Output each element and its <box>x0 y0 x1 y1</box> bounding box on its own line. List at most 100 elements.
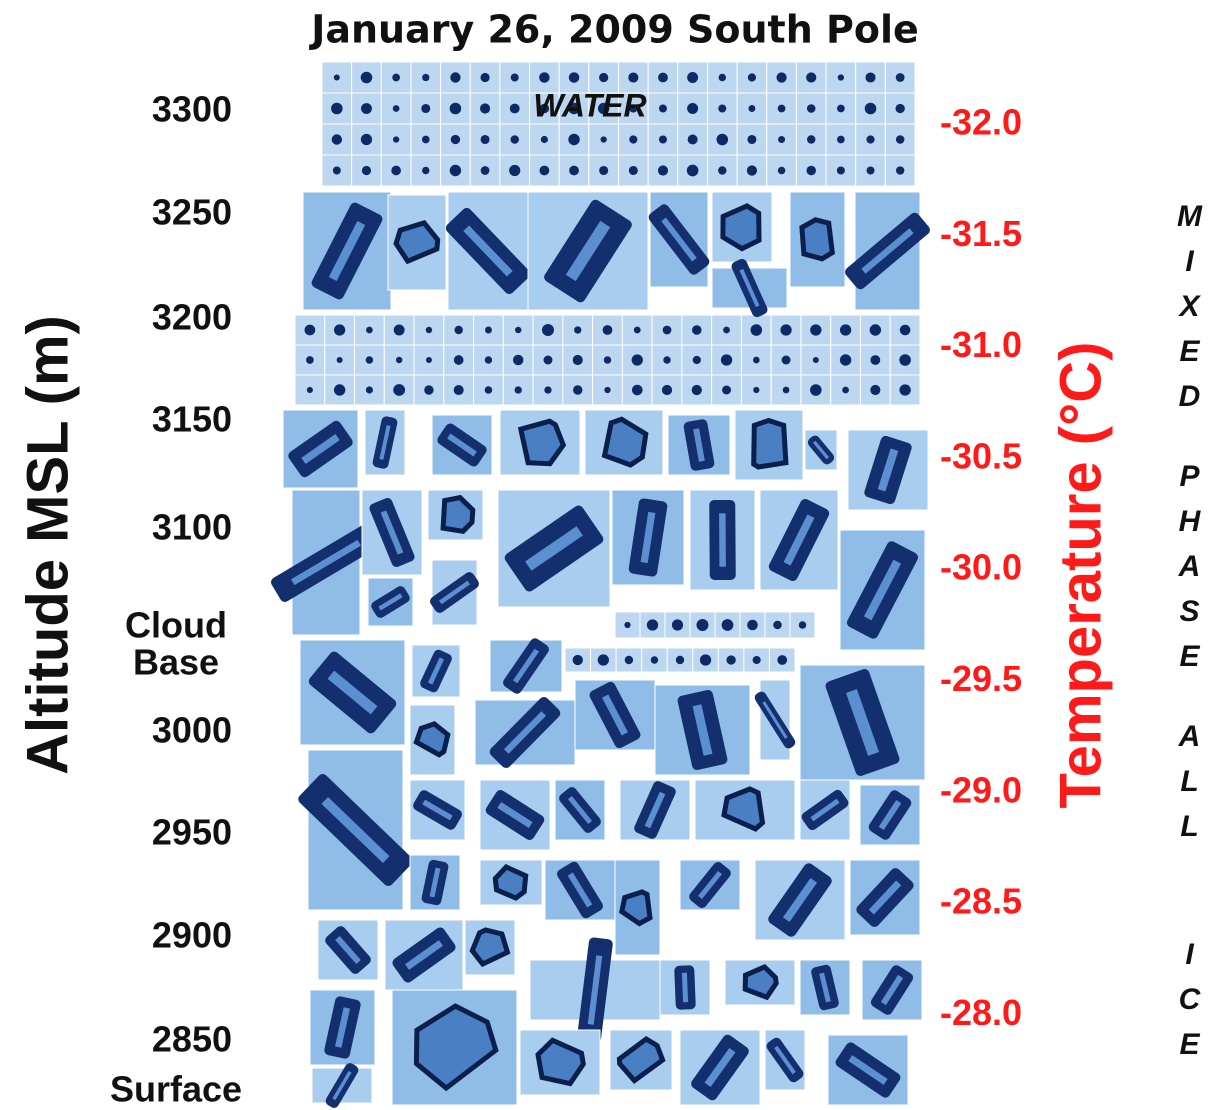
droplet <box>778 105 786 113</box>
droplet <box>900 325 911 336</box>
droplet <box>659 135 667 143</box>
droplet <box>361 103 372 114</box>
droplet <box>361 134 372 145</box>
droplet <box>480 103 490 113</box>
droplet <box>603 325 613 335</box>
droplet <box>366 356 373 363</box>
droplet <box>634 327 641 334</box>
altitude-label: 3200 <box>152 297 232 338</box>
droplet <box>454 385 464 395</box>
droplet <box>632 385 643 396</box>
droplet <box>748 105 755 112</box>
altitude-label: 3300 <box>152 89 232 130</box>
droplet <box>726 655 735 664</box>
droplet <box>896 166 904 174</box>
droplet <box>569 72 580 83</box>
temperature-label: -32.0 <box>940 102 1022 143</box>
droplet <box>599 73 608 82</box>
droplet <box>697 619 709 631</box>
droplet <box>573 355 583 365</box>
droplet <box>799 621 806 628</box>
droplet <box>515 386 522 393</box>
droplet <box>337 357 343 363</box>
droplet <box>782 356 791 365</box>
droplet <box>573 385 582 394</box>
droplet <box>776 72 786 82</box>
droplet <box>896 135 905 144</box>
droplet <box>722 619 734 631</box>
droplet <box>625 656 633 664</box>
droplet <box>806 72 816 82</box>
plate-crystal <box>495 867 525 898</box>
plate-crystal <box>745 967 776 997</box>
droplet <box>658 73 668 83</box>
droplet <box>539 72 550 83</box>
temperature-label: -29.0 <box>940 769 1022 810</box>
droplet <box>454 355 464 365</box>
temperature-label: -28.0 <box>940 992 1022 1033</box>
droplet <box>840 354 851 365</box>
droplet <box>899 354 911 366</box>
phase-label: MIXED <box>1172 200 1206 425</box>
droplet <box>331 103 343 115</box>
droplet <box>722 386 731 395</box>
droplet <box>481 166 490 175</box>
droplet <box>813 357 819 363</box>
temperature-label: -29.5 <box>940 658 1022 699</box>
droplet <box>629 166 638 175</box>
droplet <box>692 385 702 395</box>
droplet <box>662 385 672 395</box>
droplet <box>629 135 637 143</box>
droplet <box>362 166 371 175</box>
droplet <box>658 165 668 175</box>
droplet <box>450 72 460 82</box>
droplet <box>422 74 429 81</box>
droplet <box>604 387 610 393</box>
right-axis-title: Temperature (°C) <box>1048 342 1113 809</box>
droplet <box>396 357 402 363</box>
droplet <box>510 104 520 114</box>
droplet <box>753 387 759 393</box>
droplet <box>840 324 851 335</box>
droplet <box>628 72 638 82</box>
plate-crystal <box>521 421 564 464</box>
droplet <box>700 654 711 665</box>
crystal-images <box>269 62 932 1110</box>
plate-crystal <box>754 421 786 468</box>
droplet <box>663 356 670 363</box>
altitude-label: 3000 <box>152 710 232 751</box>
altitude-label: Base <box>133 642 219 683</box>
droplet <box>334 384 345 395</box>
droplet <box>651 656 658 663</box>
droplet <box>599 166 608 175</box>
droplet <box>481 135 490 144</box>
droplet <box>718 105 726 113</box>
droplet <box>394 325 405 336</box>
droplet <box>783 387 790 394</box>
phase-label: PHASE <box>1172 460 1206 685</box>
plate-crystal <box>802 220 832 259</box>
altitude-label: Surface <box>110 1069 242 1110</box>
droplet <box>450 165 461 176</box>
column-core <box>719 513 726 566</box>
droplet <box>485 356 492 363</box>
phase-label: ALL <box>1172 720 1206 855</box>
droplet <box>687 72 698 83</box>
plate-crystal <box>723 206 759 249</box>
droplet <box>865 103 877 115</box>
droplet <box>544 356 553 365</box>
droplet <box>842 387 849 394</box>
droplet <box>333 167 341 175</box>
droplet <box>751 324 763 336</box>
droplet <box>810 384 822 396</box>
droplet <box>393 105 400 112</box>
droplet <box>896 73 905 82</box>
droplet <box>837 105 845 113</box>
temperature-label: -30.0 <box>940 547 1022 588</box>
droplet <box>332 134 342 144</box>
droplet <box>778 167 786 175</box>
droplet <box>780 324 791 335</box>
droplet <box>693 356 701 364</box>
droplet <box>896 104 905 113</box>
droplet <box>513 355 523 365</box>
